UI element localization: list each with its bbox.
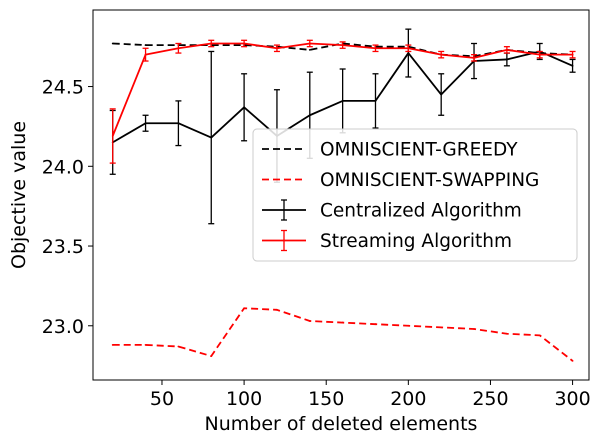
x-tick-label: 250 [472, 388, 508, 410]
data-point [341, 321, 344, 324]
data-point [505, 58, 508, 61]
y-tick-label: 24.5 [42, 77, 84, 99]
data-point [308, 114, 311, 117]
data-point [177, 122, 180, 125]
data-point [111, 42, 114, 45]
data-point [210, 355, 213, 357]
legend: OMNISCIENT-GREEDY OMNISCIENT-SWAPPING Cent… [252, 128, 578, 262]
data-point [374, 323, 377, 326]
plot-frame [92, 9, 590, 381]
x-tick-label: 150 [308, 388, 344, 410]
x-tick-label: 300 [554, 388, 590, 410]
legend-label: OMNISCIENT-SWAPPING [320, 170, 539, 191]
legend-item: OMNISCIENT-SWAPPING [262, 170, 539, 191]
legend-items: OMNISCIENT-GREEDY OMNISCIENT-SWAPPING Cent… [262, 140, 539, 252]
data-point [210, 42, 213, 45]
legend-label: Streaming Algorithm [320, 231, 512, 252]
data-point [308, 42, 311, 45]
legend-box [252, 128, 578, 262]
x-tick-label: 200 [390, 388, 426, 410]
data-point [243, 42, 245, 45]
data-point [440, 53, 443, 56]
y-axis-label: Objective value [8, 121, 30, 269]
data-point [177, 47, 180, 50]
data-point [341, 100, 344, 102]
data-point [538, 334, 541, 337]
data-point [111, 344, 114, 346]
data-point [243, 307, 245, 310]
data-point [571, 359, 574, 362]
x-axis-label: Number of deleted elements [205, 413, 478, 435]
data-point [243, 106, 245, 109]
ticks-layer: 50 100 150 200 250 300 23.0 23.5 24.0 24.5 [42, 77, 591, 410]
data-point [505, 48, 508, 51]
data-point [440, 326, 443, 329]
x-tick-label: 50 [150, 388, 174, 410]
data-point [374, 100, 377, 102]
data-point [505, 332, 508, 335]
data-point [473, 56, 475, 59]
data-point [144, 53, 147, 56]
data-point [374, 47, 377, 50]
data-point [407, 47, 410, 50]
data-point [177, 345, 180, 348]
data-point [571, 64, 574, 67]
data-point [276, 308, 278, 311]
legend-item: Streaming Algorithm [262, 229, 512, 252]
data-point [571, 53, 574, 56]
data-point [308, 48, 311, 51]
data-point [407, 52, 410, 54]
legend-label: Centralized Algorithm [320, 201, 522, 222]
data-point [407, 324, 410, 327]
legend-item: OMNISCIENT-GREEDY [262, 140, 518, 161]
data-point [276, 47, 278, 50]
data-point [341, 44, 344, 46]
series-streaming-algorithm [109, 39, 576, 164]
x-tick-label: 100 [226, 388, 262, 410]
data-point [210, 136, 213, 139]
data-point [144, 122, 147, 125]
data-point [308, 320, 311, 322]
legend-item: Centralized Algorithm [262, 199, 522, 222]
data-point [473, 328, 475, 330]
series-omniscient-swapping [111, 307, 574, 362]
data-point [144, 344, 147, 346]
data-point [538, 53, 541, 56]
legend-label: OMNISCIENT-GREEDY [320, 140, 518, 161]
data-point [440, 93, 443, 96]
y-tick-label: 24.0 [42, 156, 84, 178]
data-point [111, 135, 114, 137]
series-layer [109, 28, 576, 362]
y-tick-label: 23.5 [42, 236, 84, 258]
data-point [144, 44, 147, 46]
y-tick-label: 23.0 [42, 316, 84, 338]
